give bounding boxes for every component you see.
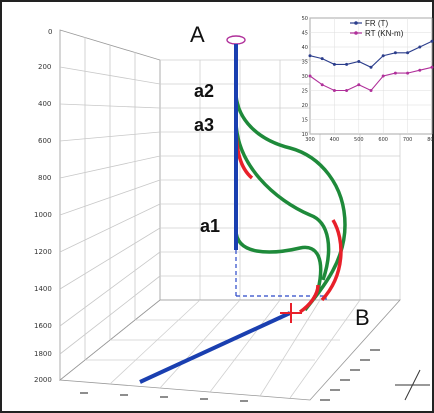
data-point — [406, 71, 410, 75]
label-point-b: B — [355, 305, 370, 330]
data-point — [345, 62, 349, 66]
inset-x-tick: 500 — [354, 137, 364, 143]
inset-y-tick: 50 — [302, 16, 308, 22]
inset-y-tick: 10 — [302, 132, 308, 138]
inset-y-tick: 45 — [302, 31, 308, 37]
inset-legend: FR (T) RT (KN-m) — [350, 19, 404, 38]
inset-y-tick: 15 — [302, 118, 308, 124]
label-a1: a1 — [200, 216, 220, 236]
inset-y-tick: 40 — [302, 45, 308, 51]
depth-tick: 1200 — [34, 248, 52, 256]
label-point-a: A — [190, 22, 205, 47]
inset-x-tick: 600 — [378, 137, 388, 143]
depth-tick: 0 — [48, 28, 52, 36]
depth-tick: 1800 — [34, 350, 52, 358]
label-a2: a2 — [194, 81, 214, 101]
horizontal-section-line — [139, 311, 291, 384]
data-point — [308, 74, 312, 78]
floor-grid — [58, 299, 401, 401]
inset-x-tick: 700 — [403, 137, 413, 143]
depth-tick: 800 — [38, 174, 51, 182]
depth-tick: 1400 — [34, 285, 52, 293]
data-point — [369, 89, 373, 92]
compass-icon — [395, 369, 430, 401]
data-point — [308, 54, 312, 58]
depth-tick: 400 — [38, 100, 51, 108]
data-point — [418, 45, 422, 49]
legend-marker-fr — [354, 21, 358, 25]
data-point — [381, 54, 385, 58]
inset-y-tick: 35 — [302, 60, 308, 66]
data-point — [332, 89, 336, 92]
inset-y-tick: 20 — [302, 103, 308, 109]
inset-x-tick: 800 — [427, 137, 434, 143]
data-point — [406, 51, 410, 55]
depth-tick: 2000 — [34, 376, 52, 384]
data-point — [393, 71, 397, 75]
inset-series — [308, 39, 434, 92]
depth-tick: 1600 — [34, 322, 52, 330]
data-point — [332, 62, 336, 66]
floor-axis-ticks — [80, 349, 380, 402]
data-point — [430, 39, 434, 43]
depth-tick: 1000 — [34, 211, 52, 219]
legend-label-rt: RT (KN-m) — [365, 29, 404, 38]
label-a3: a3 — [194, 115, 214, 135]
data-point — [357, 60, 361, 63]
data-point — [345, 89, 349, 92]
data-point — [393, 51, 397, 55]
data-point — [320, 57, 324, 61]
data-point — [381, 74, 385, 78]
green-trajectory-path — [234, 94, 347, 312]
inset-plot-area — [309, 17, 433, 135]
depth-tick: 200 — [38, 63, 51, 71]
depth-tick: 600 — [38, 137, 51, 145]
inset-x-tick: 300 — [305, 137, 315, 143]
data-point — [369, 65, 373, 69]
left-wall-grid — [59, 29, 161, 381]
inset-y-tick: 30 — [302, 74, 308, 80]
target-cross-icon — [280, 303, 302, 323]
data-point — [430, 65, 434, 69]
inset-x-tick: 400 — [330, 137, 340, 143]
legend-label-fr: FR (T) — [365, 19, 388, 28]
data-point — [320, 83, 324, 87]
inset-y-tick: 25 — [302, 89, 308, 95]
depth-axis: 0 200 400 600 800 1000 1200 1400 1600 18… — [34, 28, 52, 384]
data-point — [357, 83, 361, 87]
data-point — [418, 68, 422, 72]
legend-marker-rt — [354, 31, 358, 35]
